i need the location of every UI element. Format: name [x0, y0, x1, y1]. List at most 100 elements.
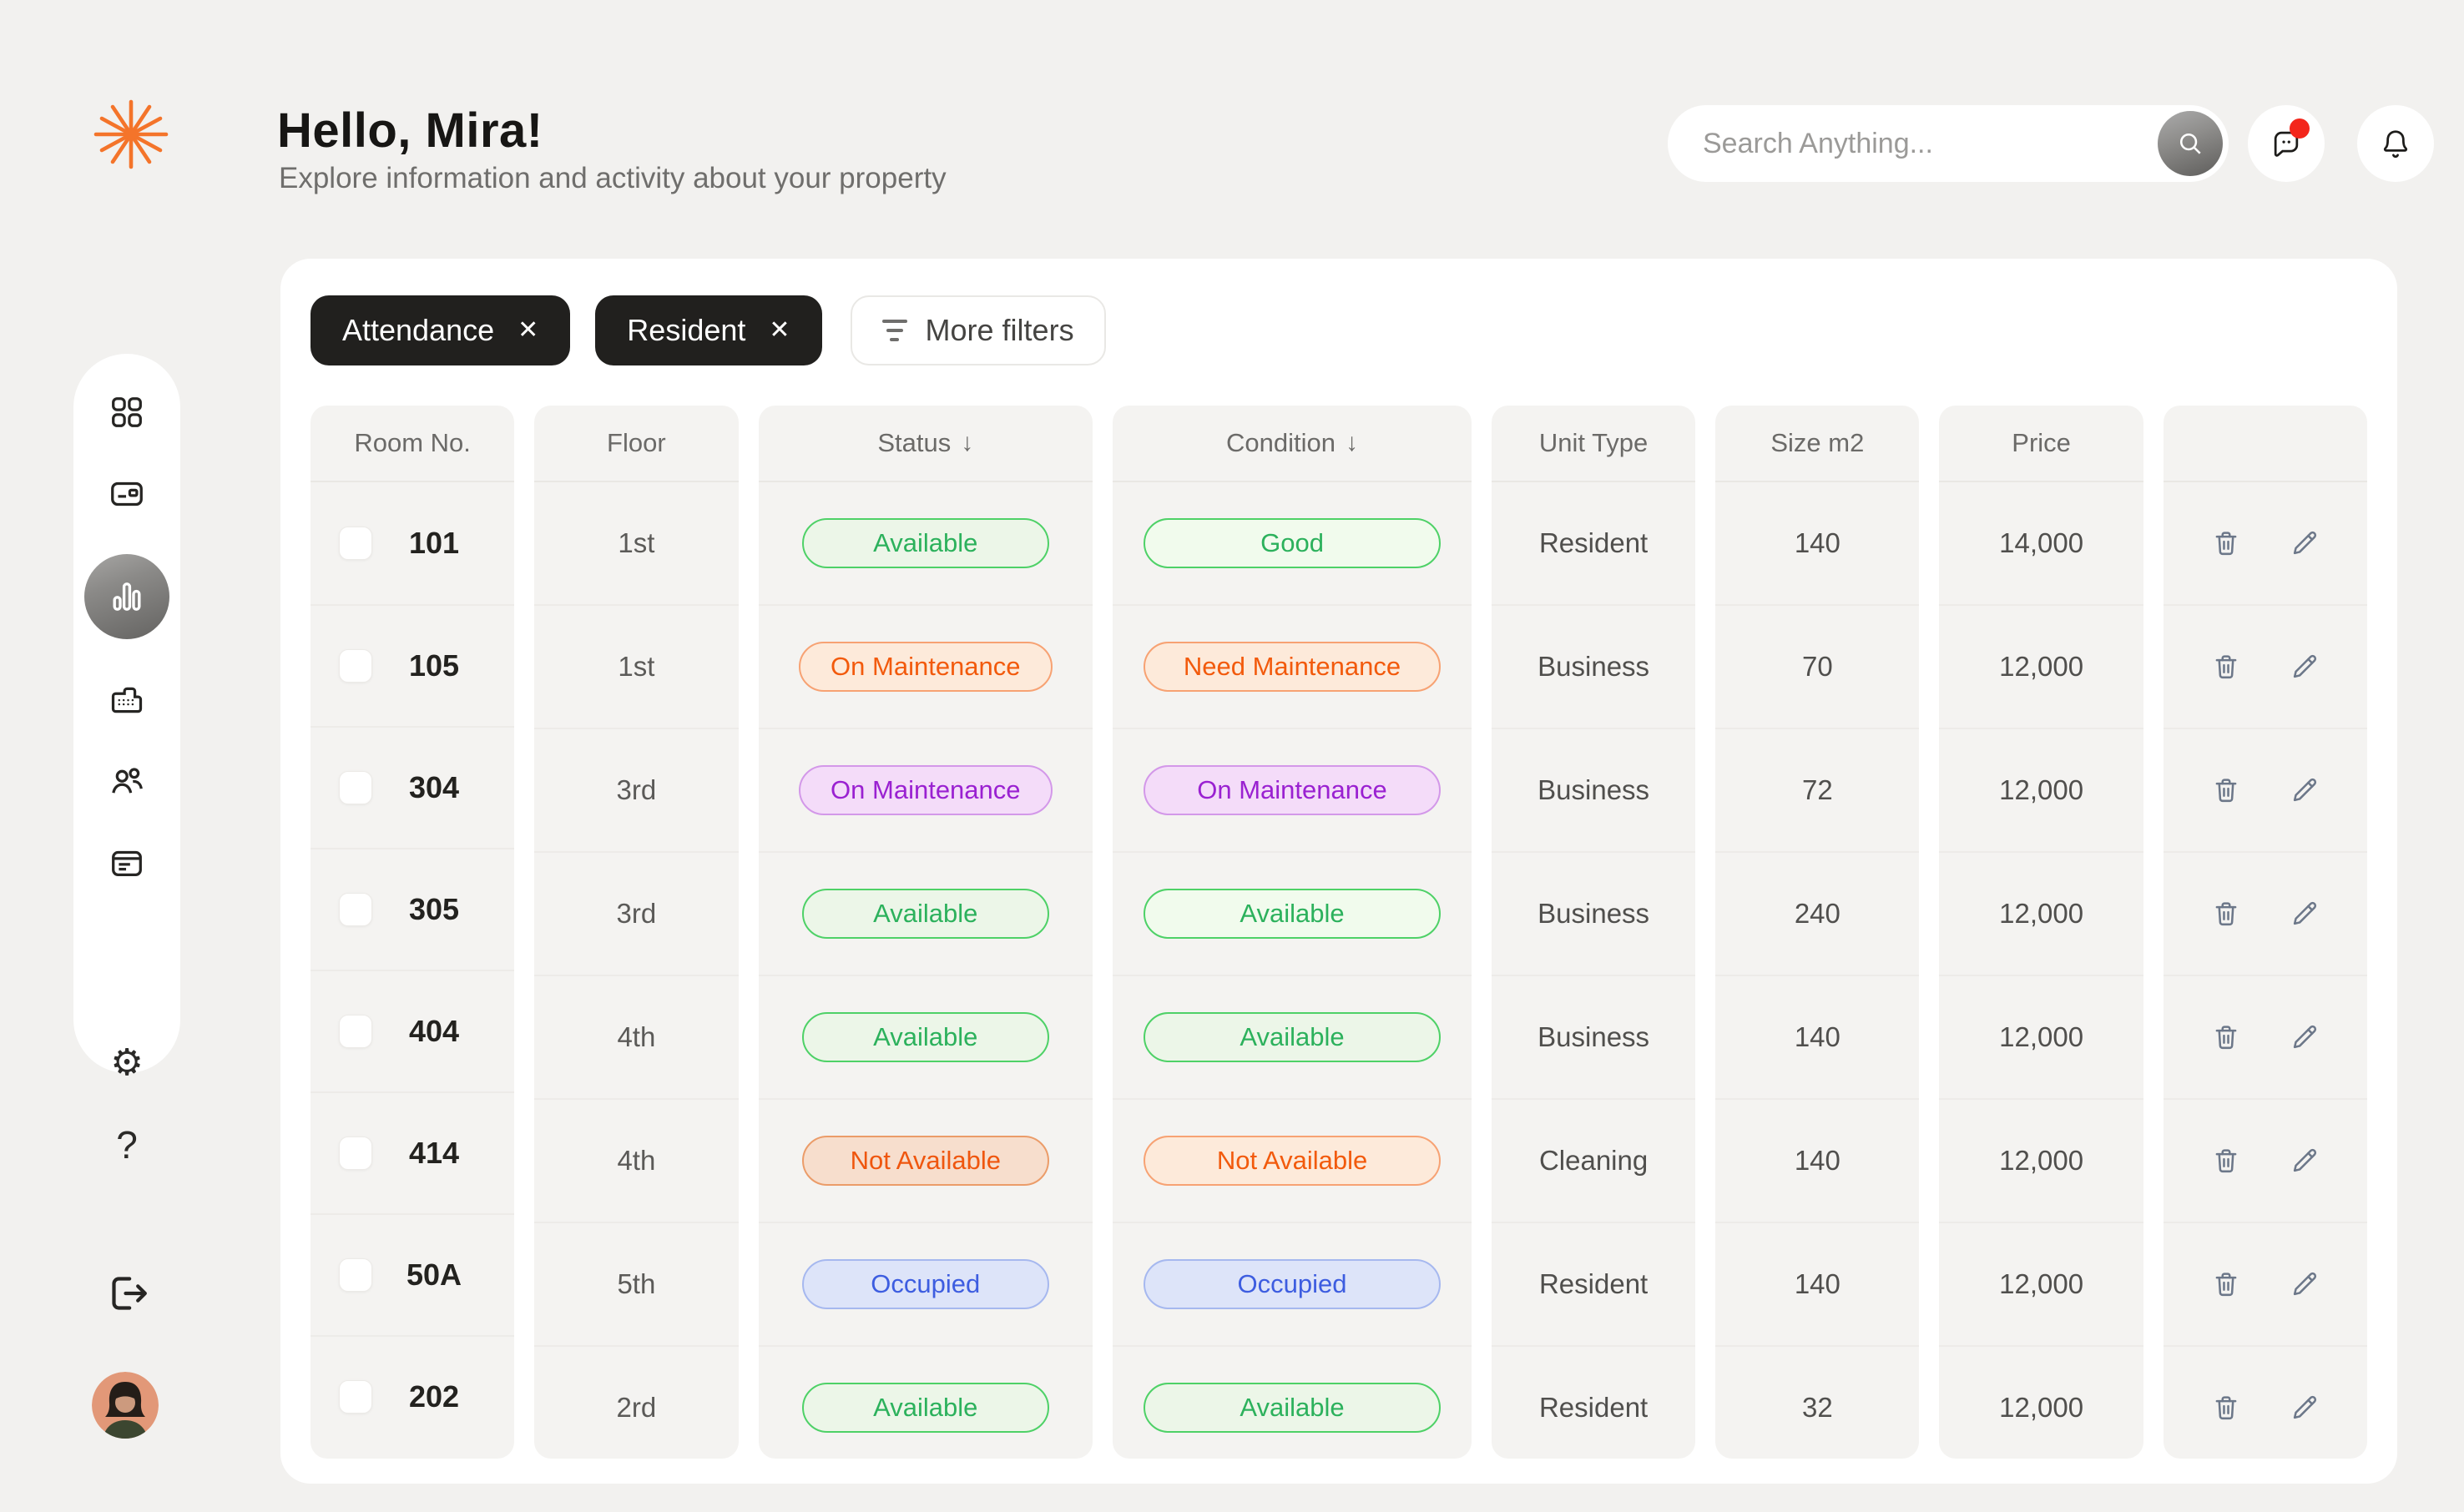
- condition-badge: Occupied: [1144, 1259, 1442, 1309]
- row-checkbox[interactable]: [339, 1137, 372, 1170]
- logout-button[interactable]: [105, 1270, 152, 1317]
- filter-chip-attendance[interactable]: Attendance ✕: [311, 295, 571, 365]
- price-cell: 12,000: [1939, 851, 2143, 975]
- column-header-floor: Floor: [534, 406, 739, 482]
- pencil-icon: [2293, 1395, 2316, 1419]
- pencil-icon: [2293, 531, 2316, 555]
- actions-cell: [2163, 851, 2367, 975]
- sidebar-item-analytics[interactable]: [84, 554, 169, 639]
- sidebar-item-settings[interactable]: ⚙: [85, 1041, 169, 1085]
- column-header-price: Price: [1939, 406, 2143, 482]
- column-header-unit-type: Unit Type: [1491, 406, 1696, 482]
- condition-cell: Good: [1113, 482, 1472, 604]
- pencil-icon: [2293, 901, 2316, 925]
- close-icon[interactable]: ✕: [518, 316, 539, 344]
- price-cell: 12,000: [1939, 604, 2143, 728]
- delete-row-button[interactable]: [2209, 1144, 2243, 1177]
- room-number: 202: [408, 1379, 460, 1414]
- delete-row-button[interactable]: [2209, 1391, 2243, 1424]
- search-input[interactable]: [1701, 126, 2158, 161]
- condition-cell: Available: [1113, 1345, 1472, 1459]
- unit-type-cell: Resident: [1491, 1222, 1696, 1345]
- status-cell: Available: [758, 975, 1093, 1098]
- pencil-icon: [2293, 778, 2316, 802]
- column-floor: Floor 1st 1st 3rd 3rd 4th 4th 5th 2rd: [534, 406, 739, 1459]
- room-number: 305: [408, 892, 460, 926]
- page-subtitle: Explore information and activity about y…: [279, 162, 947, 194]
- sidebar: ⚙ ?: [73, 354, 180, 1167]
- filter-chip-resident[interactable]: Resident ✕: [595, 295, 822, 365]
- row-checkbox[interactable]: [339, 771, 372, 804]
- delete-row-button[interactable]: [2209, 1021, 2243, 1054]
- status-badge: Not Available: [801, 1136, 1049, 1186]
- price-cell: 12,000: [1939, 1345, 2143, 1459]
- actions-cell: [2163, 728, 2367, 851]
- row-checkbox[interactable]: [339, 1380, 372, 1414]
- sidebar-item-property[interactable]: [85, 678, 169, 721]
- floor-cell: 3rd: [534, 851, 739, 975]
- size-cell: 70: [1715, 604, 1920, 728]
- user-avatar[interactable]: [92, 1372, 159, 1439]
- actions-cell: [2163, 604, 2367, 728]
- floor-cell: 4th: [534, 975, 739, 1098]
- pencil-icon: [2293, 1272, 2316, 1296]
- sidebar-item-schedule[interactable]: [85, 841, 169, 885]
- status-cell: Available: [758, 851, 1093, 975]
- row-checkbox[interactable]: [339, 649, 372, 683]
- edit-row-button[interactable]: [2288, 1021, 2321, 1054]
- notifications-button[interactable]: [2357, 105, 2434, 182]
- sidebar-item-dashboard[interactable]: [85, 391, 169, 434]
- trash-icon: [2215, 1149, 2237, 1173]
- delete-row-button[interactable]: [2209, 527, 2243, 560]
- edit-row-button[interactable]: [2288, 897, 2321, 930]
- edit-row-button[interactable]: [2288, 1391, 2321, 1424]
- unit-type-cell: Business: [1491, 851, 1696, 975]
- room-cell: 202: [311, 1335, 515, 1457]
- floor-cell: 2rd: [534, 1345, 739, 1459]
- column-status: Status ↓ Available On Maintenance On Mai…: [758, 406, 1093, 1459]
- floor-cell: 3rd: [534, 728, 739, 851]
- status-badge: Available: [801, 1383, 1049, 1433]
- sort-down-icon: ↓: [1346, 429, 1359, 456]
- delete-row-button[interactable]: [2209, 897, 2243, 930]
- row-checkbox[interactable]: [339, 893, 372, 926]
- price-cell: 12,000: [1939, 1098, 2143, 1222]
- filter-icon: [881, 320, 907, 341]
- delete-row-button[interactable]: [2209, 1268, 2243, 1301]
- column-header-condition[interactable]: Condition ↓: [1113, 406, 1472, 482]
- actions-cell: [2164, 482, 2367, 604]
- column-price: Price 14,000 12,000 12,000 12,000 12,000…: [1939, 406, 2143, 1459]
- more-filters-button[interactable]: More filters: [850, 295, 1106, 365]
- sidebar-item-residents[interactable]: [85, 759, 169, 803]
- status-cell: Available: [758, 1345, 1093, 1459]
- edit-row-button[interactable]: [2288, 527, 2321, 560]
- size-cell: 240: [1715, 851, 1920, 975]
- sidebar-item-cards[interactable]: [85, 472, 169, 516]
- close-icon[interactable]: ✕: [769, 316, 790, 344]
- column-condition: Condition ↓ Good Need Maintenance On Mai…: [1113, 406, 1472, 1459]
- edit-row-button[interactable]: [2288, 650, 2321, 683]
- size-cell: 140: [1715, 1098, 1920, 1222]
- edit-row-button[interactable]: [2288, 774, 2321, 807]
- room-number: 414: [408, 1136, 460, 1170]
- condition-badge: Available: [1144, 1012, 1442, 1062]
- room-number: 50A: [406, 1257, 462, 1292]
- delete-row-button[interactable]: [2209, 774, 2243, 807]
- sidebar-item-help[interactable]: ?: [85, 1123, 169, 1167]
- row-checkbox[interactable]: [339, 1015, 372, 1048]
- status-badge: On Maintenance: [799, 642, 1053, 692]
- unit-type-cell: Resident: [1538, 527, 1649, 558]
- column-header-status[interactable]: Status ↓: [758, 406, 1093, 482]
- row-checkbox[interactable]: [339, 527, 372, 560]
- unit-type-cell: Business: [1491, 604, 1696, 728]
- edit-row-button[interactable]: [2288, 1144, 2321, 1177]
- search-button[interactable]: [2158, 111, 2223, 176]
- edit-row-button[interactable]: [2288, 1268, 2321, 1301]
- unit-type-cell: Business: [1491, 975, 1696, 1098]
- room-number: 105: [408, 648, 460, 683]
- messages-button[interactable]: [2248, 105, 2325, 182]
- row-checkbox[interactable]: [339, 1258, 372, 1292]
- floor-cell: 1st: [618, 527, 655, 558]
- delete-row-button[interactable]: [2209, 650, 2243, 683]
